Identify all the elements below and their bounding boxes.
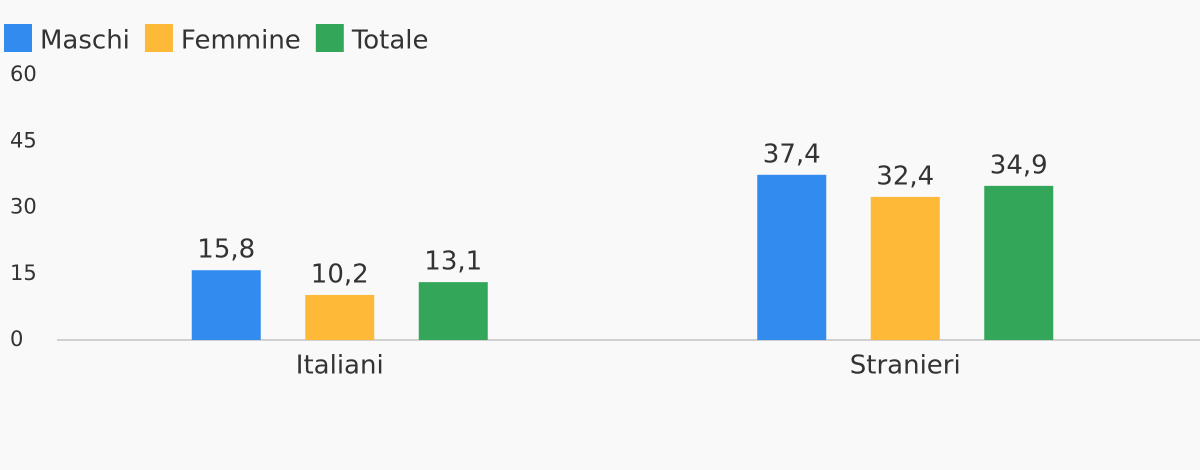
legend-label: Totale <box>351 26 429 56</box>
bar <box>757 174 827 340</box>
bar <box>305 294 375 340</box>
y-tick-label: 0 <box>10 327 23 351</box>
legend-swatch <box>315 24 344 52</box>
x-tick-label: Italiani <box>296 351 384 381</box>
value-label: 10,2 <box>311 259 369 289</box>
x-tick-label: Stranieri <box>850 351 961 381</box>
bar <box>870 196 940 340</box>
value-label: 13,1 <box>424 247 482 277</box>
value-label: 32,4 <box>876 161 934 191</box>
legend-swatch <box>144 24 173 52</box>
legend-label: Maschi <box>40 26 130 56</box>
bar <box>418 282 488 340</box>
value-label: 34,9 <box>990 150 1048 180</box>
y-tick-label: 30 <box>10 195 37 219</box>
y-tick-label: 45 <box>10 128 37 152</box>
y-tick-label: 15 <box>10 261 37 285</box>
y-tick-label: 60 <box>10 62 37 86</box>
value-label: 15,8 <box>197 235 255 265</box>
bar <box>984 185 1054 340</box>
legend-label: Femmine <box>181 26 301 56</box>
value-label: 37,4 <box>763 139 821 169</box>
legend-swatch <box>4 24 32 52</box>
bar <box>191 270 261 340</box>
